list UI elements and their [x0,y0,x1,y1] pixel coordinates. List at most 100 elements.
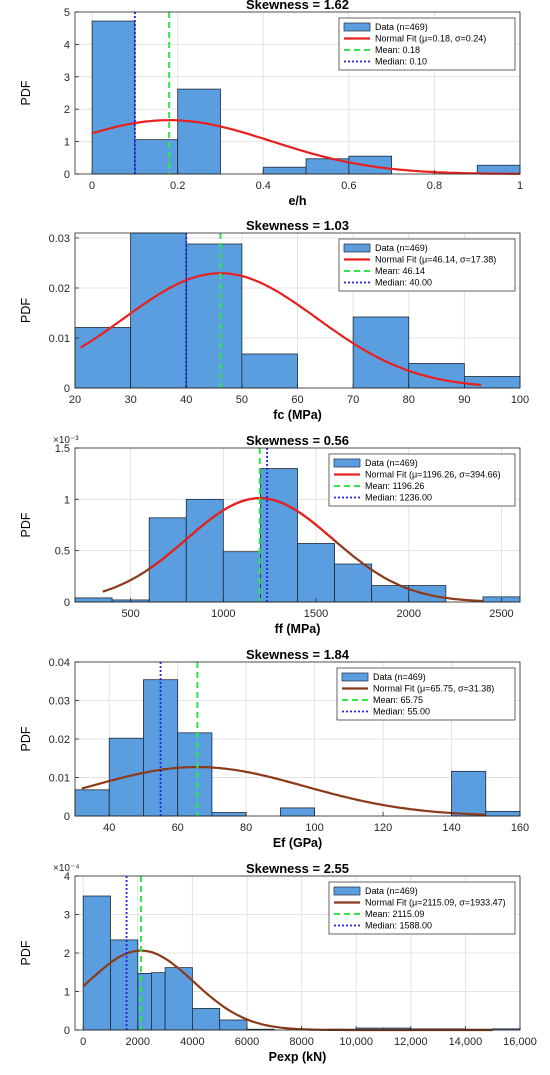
y-tick-label: 4 [64,39,70,51]
legend-entry: Mean: 65.75 [373,695,423,705]
y-tick-label: 5 [64,7,70,19]
y-tick-label: 0.01 [49,333,70,345]
x-axis: 20 30 40 50 60 70 80 90 100 [69,384,529,406]
histogram-bar [371,585,410,603]
legend-entry: Data (n=469) [373,672,426,682]
legend: Data (n=469)Normal Fit (μ=0.18, σ=0.24)M… [338,17,516,71]
histogram-bars [74,468,521,603]
x-axis: 500 1000 1500 2000 2500 [121,598,514,620]
x-tick-label: 12,000 [394,1036,428,1048]
histogram-bars [91,20,521,175]
x-tick-label: 80 [240,822,252,834]
histogram-bar [260,468,298,603]
x-tick-label: 1 [517,180,523,192]
histogram-bar [74,789,110,817]
x-tick-label: 90 [458,394,470,406]
normal-fit-curve [81,765,486,816]
histogram-bar [151,972,166,1031]
axes-box [74,447,521,603]
y-tick-label: 0.01 [49,773,70,785]
histogram-bar [185,243,243,389]
x-axis-label: e/h [288,194,306,208]
x-axis-label: Pexp (kN) [269,1050,327,1064]
legend-swatch-data [341,672,369,682]
y-axis-label: PDF [19,298,33,323]
x-tick-label: 70 [347,394,359,406]
legend-entry: Mean: 46.14 [375,266,425,276]
x-tick-label: 14,000 [449,1036,483,1048]
histogram-bar [222,551,261,603]
normal-fit-curve [91,118,520,175]
legend-entry: Mean: 1196.26 [365,481,424,491]
x-tick-label: 2000 [126,1036,150,1048]
legend-swatch-data [333,886,361,896]
histogram-bar [485,810,521,817]
legend-entry: Data (n=469) [375,243,428,253]
y-tick-label: 0.5 [55,546,70,558]
x-tick-label: 20 [69,394,81,406]
x-tick-label: 80 [403,394,415,406]
y-tick-label: 1 [64,137,70,149]
histogram-bar [177,732,213,817]
x-tick-label: 40 [180,394,192,406]
y-tick-label: 0.04 [49,657,70,669]
histogram-bar [241,353,298,389]
legend-entry: Normal Fit (μ=46.14, σ=17.38) [375,255,496,265]
y-tick-label: 2 [64,948,70,960]
x-axis-label: Ef (GPa) [273,836,322,850]
y-tick-label: 4 [64,871,70,883]
legend-entry: Data (n=469) [365,886,418,896]
histogram-bars [74,232,521,389]
legend: Data (n=469) Normal Fit (μ=2115.09, σ=193… [328,881,516,935]
x-tick-label: 50 [236,394,248,406]
normal-fit-curve [80,272,482,387]
x-tick-label: 0.4 [256,180,271,192]
legend: Data (n=469) Normal Fit (μ=1196.26, σ=394… [328,453,516,507]
histogram-bars [82,895,521,1031]
subplot-3: 500 1000 1500 2000 2500 0 0.5 1 1.5×10⁻³ Skewness… [19,433,521,636]
histogram-bar [74,327,132,389]
chart-title: Skewness = 0.56 [246,433,349,448]
y-tick-label: 0 [64,811,70,823]
x-tick-label: 8000 [289,1036,313,1048]
legend-entry: Median: 1236.00 [365,493,432,503]
x-axis: 0 2000 4000 6000 8000 10,000 12,000 14,000 16,00… [80,1026,537,1048]
y-tick-label: 0 [64,597,70,609]
subplot-5: 0 2000 4000 6000 8000 10,000 12,000 14,000 16,00… [19,861,537,1064]
x-tick-label: 2000 [397,608,421,620]
x-tick-label: 0.2 [170,180,185,192]
histogram-bar [185,498,224,603]
legend-swatch-data [343,243,371,253]
y-tick-label: 0 [64,1025,70,1037]
normal-fit-curve [149,497,335,569]
x-tick-label: 10,000 [339,1036,373,1048]
legend-entry: Mean: 2115.09 [365,909,424,919]
x-tick-label: 160 [511,822,529,834]
axes-box [74,11,521,175]
chart-title: Skewness = 1.84 [246,647,350,662]
y-tick-label: 3 [64,72,70,84]
histogram-bar [148,517,187,603]
x-axis: 40 60 80 100 120 140 160 [103,812,529,834]
histogram-bar [82,895,111,1031]
histogram-bar [134,139,179,175]
y-tick-label: 3 [64,910,70,922]
x-tick-label: 500 [121,608,139,620]
y-tick-label: 2 [64,104,70,116]
y-tick-label: 0.03 [49,696,70,708]
histogram-bar [164,967,193,1031]
x-tick-label: 0 [80,1036,86,1048]
x-axis: 0 0.2 0.4 0.6 0.8 1 [89,170,523,192]
x-tick-label: 0 [89,180,95,192]
y-tick-label: 0 [64,383,70,395]
legend-entry: Median: 55.00 [373,707,430,717]
histogram-bar [211,812,247,817]
legend-entry: Normal Fit (μ=1196.26, σ=394.66) [365,470,501,480]
y-axis: 0 1 2 3 4 5 [64,7,79,181]
subplot-1: 0 0.2 0.4 0.6 0.8 1 0 1 2 3 4 5 Skewness = 1.62 e/h PD… [19,0,523,208]
y-axis: 0 0.01 0.02 0.03 0.04 [49,657,79,823]
histogram-bar [463,376,521,389]
histogram-bar [262,166,307,175]
histogram-bars [74,679,521,817]
